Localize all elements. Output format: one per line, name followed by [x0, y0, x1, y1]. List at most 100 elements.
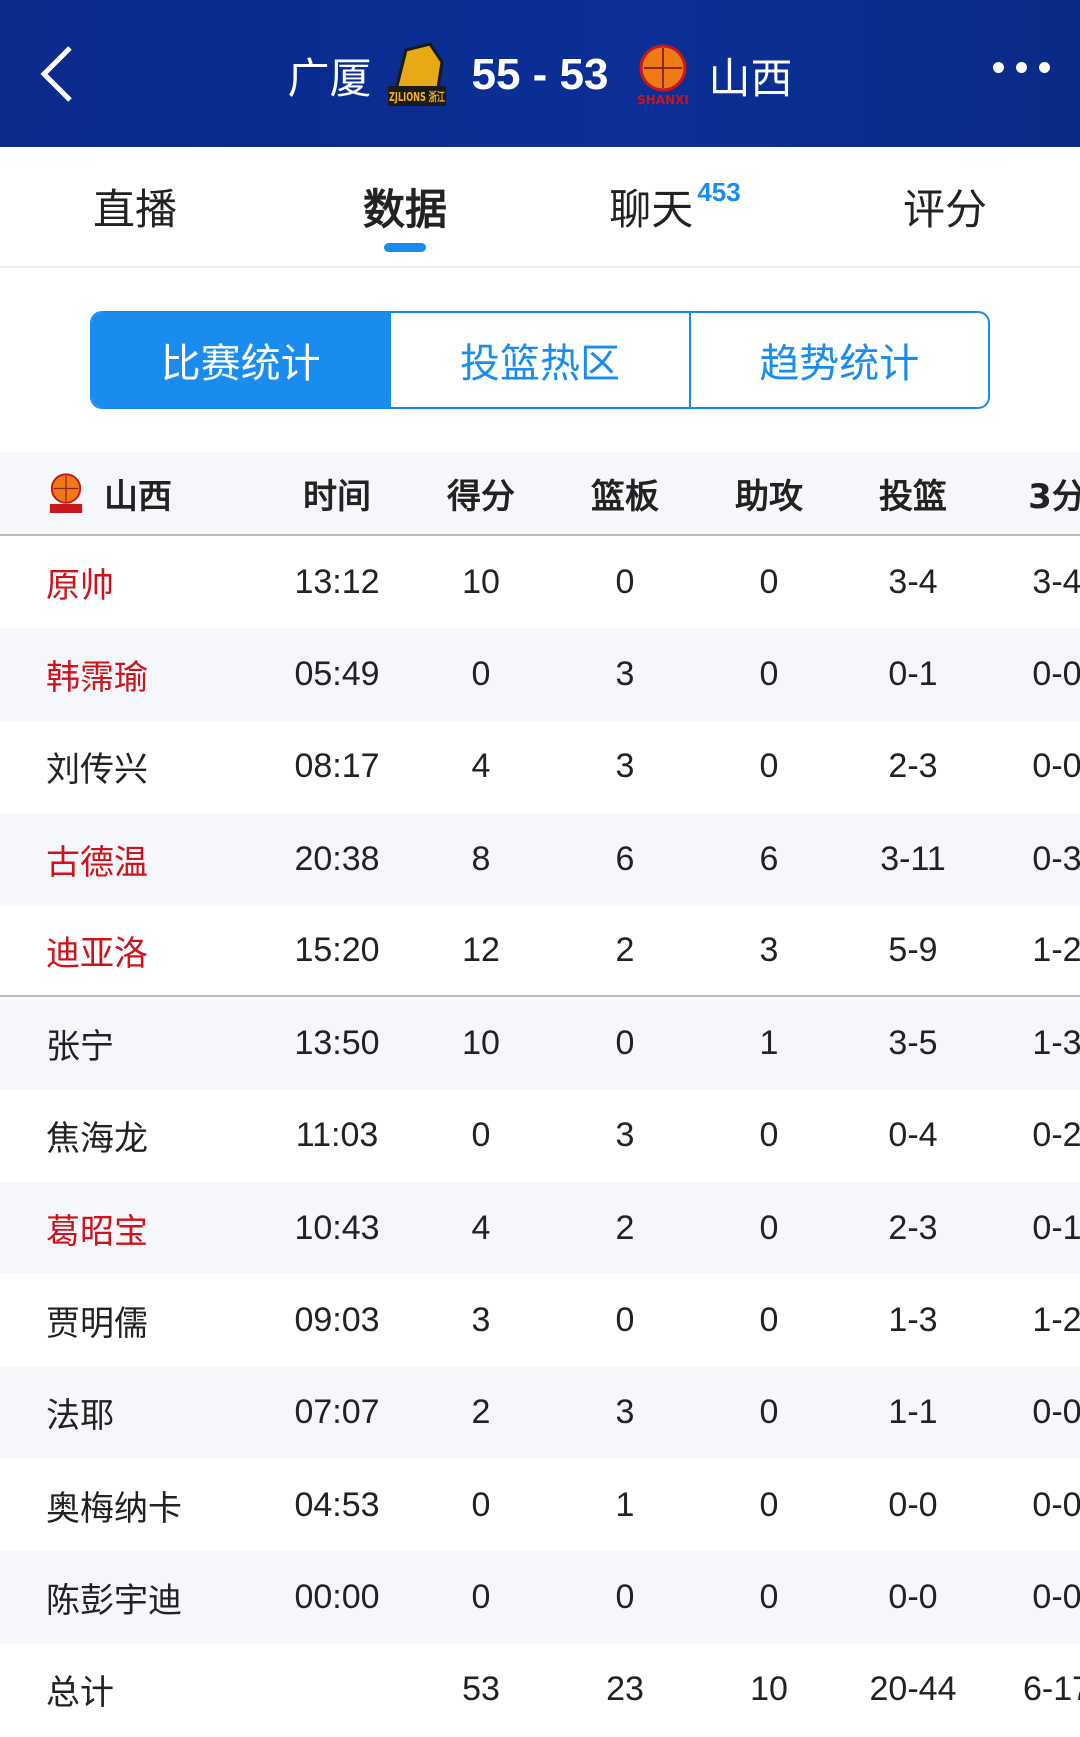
- stat-cell: 0-2: [1032, 1116, 1080, 1155]
- stat-cell: 5-9: [888, 930, 938, 969]
- stat-cell: 1: [759, 1024, 779, 1063]
- col-rebounds[interactable]: 篮板: [591, 476, 659, 517]
- segment-game-stats[interactable]: 比赛统计: [92, 313, 390, 407]
- stat-cell: 05:49: [294, 654, 380, 693]
- col-three-pointers[interactable]: 3分: [1028, 476, 1080, 517]
- stat-cell: 0: [759, 654, 779, 693]
- stat-cell: 0: [759, 1208, 779, 1247]
- player-name: 总计: [46, 1673, 114, 1714]
- tab-live[interactable]: 直播: [0, 147, 270, 266]
- stat-cell: 0-1: [888, 654, 938, 693]
- away-logo-text: SHANXI: [638, 93, 690, 107]
- player-row[interactable]: 陈彭宇迪 00:00 0 0 0 0-0 0-0: [0, 1551, 1080, 1644]
- tab-data[interactable]: 数据: [270, 147, 540, 266]
- stat-cell: 0-0: [888, 1485, 938, 1524]
- player-name: 古德温: [46, 842, 148, 883]
- stat-cell: 0: [471, 1577, 491, 1616]
- player-name: 刘传兴: [46, 750, 148, 791]
- player-row[interactable]: 贾明儒 09:03 3 0 0 1-3 1-2: [0, 1274, 1080, 1366]
- col-field-goals[interactable]: 投篮: [879, 476, 947, 517]
- player-name: 法耶: [46, 1396, 114, 1437]
- stat-cell: 0: [759, 562, 779, 601]
- stat-cell: 0: [615, 1301, 635, 1340]
- player-row[interactable]: 焦海龙 11:03 0 3 0 0-4 0-2: [0, 1090, 1080, 1182]
- stat-cell: 0: [615, 1024, 635, 1063]
- stat-cell: 2: [471, 1393, 491, 1432]
- stat-cell: 0-0: [1032, 1577, 1080, 1616]
- home-logo-text: ZJLIONS 浙江: [389, 89, 445, 104]
- shanxi-logo: [49, 473, 83, 513]
- player-row[interactable]: 法耶 07:07 2 3 0 1-1 0-0: [0, 1366, 1080, 1459]
- stat-cell: 6: [615, 839, 635, 878]
- player-name: 原帅: [46, 565, 114, 606]
- stat-cell: 08:17: [294, 747, 380, 786]
- stat-cell: 1-2: [1032, 930, 1080, 969]
- player-name: 奥梅纳卡: [46, 1488, 182, 1529]
- tab-label: 直播: [92, 185, 177, 234]
- stat-cell: 3: [615, 654, 635, 693]
- stat-cell: 3: [615, 1393, 635, 1432]
- shanxi-logo: SHANXI: [638, 44, 690, 107]
- player-name: 陈彭宇迪: [46, 1580, 182, 1621]
- stat-cell: 0: [759, 1485, 779, 1524]
- stat-cell: 0: [615, 562, 635, 601]
- score: 55 - 53: [471, 50, 609, 99]
- player-row[interactable]: 奥梅纳卡 04:53 0 1 0 0-0 0-0: [0, 1459, 1080, 1551]
- stat-cell: 0: [759, 747, 779, 786]
- stat-cell: 3: [759, 930, 779, 969]
- player-row[interactable]: 葛昭宝 10:43 4 2 0 2-3 0-1: [0, 1182, 1080, 1275]
- col-points[interactable]: 得分: [447, 476, 515, 517]
- more-icon[interactable]: [993, 62, 1050, 73]
- stat-cell: 3: [471, 1301, 491, 1340]
- stat-cell: 13:12: [294, 562, 380, 601]
- stat-cell: 1-3: [1032, 1024, 1080, 1063]
- col-time[interactable]: 时间: [303, 476, 371, 517]
- stat-cell: 4: [471, 1208, 491, 1247]
- chat-count-badge: 453: [697, 177, 741, 207]
- stat-cell: 1-2: [1032, 1301, 1080, 1340]
- stat-cell: 2-3: [888, 1208, 938, 1247]
- stat-cell: 0: [759, 1393, 779, 1432]
- tab-rating[interactable]: 评分: [810, 147, 1080, 266]
- box-score-table: 山西 时间 得分 篮板 助攻 投篮 3分 原帅 13:12 10 0 0 3-4 3-4 韩霈…: [0, 452, 1080, 1736]
- stat-cell: 0: [759, 1116, 779, 1155]
- stat-cell: 13:50: [294, 1024, 380, 1063]
- stat-cell: 6: [759, 839, 779, 878]
- player-row[interactable]: 迪亚洛 15:20 12 2 3 5-9 1-2: [0, 905, 1080, 998]
- stat-cell: 0-0: [1032, 654, 1080, 693]
- stat-cell: 3: [615, 1116, 635, 1155]
- stat-cell: 2: [615, 1208, 635, 1247]
- stat-cell: 1-3: [888, 1301, 938, 1340]
- col-assists[interactable]: 助攻: [735, 476, 803, 517]
- stat-cell: 0: [615, 1577, 635, 1616]
- total-row[interactable]: 总计 53 23 10 20-44 6-17: [0, 1644, 1080, 1736]
- stat-cell: 10: [462, 562, 500, 601]
- segment-trend-stats[interactable]: 趋势统计: [688, 313, 988, 407]
- player-row[interactable]: 原帅 13:12 10 0 0 3-4 3-4: [0, 536, 1080, 628]
- top-bar: 广厦 ZJLIONS 浙江 55 - 53 SHANXI 山西: [0, 0, 1080, 147]
- match-score: 广厦 ZJLIONS 浙江 55 - 53 SHANXI 山西: [0, 40, 1080, 110]
- stat-cell: 10: [462, 1024, 500, 1063]
- player-row[interactable]: 韩霈瑜 05:49 0 3 0 0-1 0-0: [0, 628, 1080, 721]
- stat-cell: 0: [471, 1485, 491, 1524]
- stat-cell: 0: [759, 1577, 779, 1616]
- player-row[interactable]: 古德温 20:38 8 6 6 3-11 0-3: [0, 812, 1080, 906]
- away-team-name: 山西: [708, 53, 793, 103]
- back-icon[interactable]: [36, 44, 86, 104]
- stat-cell: 10: [750, 1670, 788, 1709]
- stat-cell: 20:38: [294, 839, 380, 878]
- stat-cell: 0-1: [1032, 1208, 1080, 1247]
- player-name: 葛昭宝: [46, 1211, 148, 1252]
- stat-cell: 0-0: [1032, 1485, 1080, 1524]
- tab-chat[interactable]: 聊天 453: [540, 147, 810, 266]
- player-row[interactable]: 张宁 13:50 10 0 1 3-5 1-3: [0, 997, 1080, 1090]
- stat-cell: 10:43: [294, 1208, 380, 1247]
- stat-cell: 2: [615, 930, 635, 969]
- stat-cell: 04:53: [294, 1485, 380, 1524]
- segment-shot-chart[interactable]: 投篮热区: [389, 313, 688, 407]
- player-row[interactable]: 刘传兴 08:17 4 3 0 2-3 0-0: [0, 721, 1080, 813]
- tab-label: 聊天: [609, 185, 694, 234]
- player-name: 张宁: [46, 1027, 114, 1068]
- stats-segmented-control: 比赛统计 投篮热区 趋势统计: [90, 311, 990, 409]
- stat-cell: 6-17: [1022, 1670, 1080, 1709]
